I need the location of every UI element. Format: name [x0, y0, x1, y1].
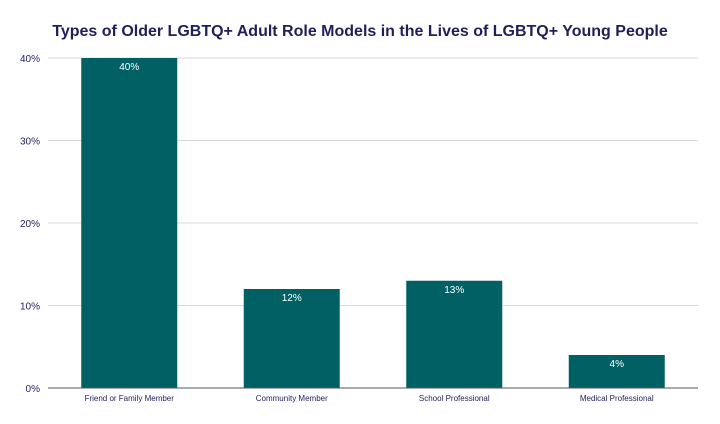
y-tick-label: 0%	[26, 384, 41, 395]
data-label: 12%	[282, 293, 302, 304]
y-tick-label: 40%	[20, 54, 40, 65]
y-tick-label: 20%	[20, 219, 40, 230]
data-label: 4%	[610, 359, 625, 370]
data-labels: 40% 12% 13% 4%	[119, 62, 624, 370]
y-tick-label: 10%	[20, 302, 40, 313]
bar	[406, 280, 503, 388]
bar	[81, 58, 178, 388]
x-tick-label: Friend or Family Member	[85, 394, 175, 403]
x-tick-label: Community Member	[256, 394, 328, 403]
chart-title: Types of Older LGBTQ+ Adult Role Models …	[52, 23, 668, 40]
x-tick-label: Medical Professional	[580, 394, 654, 403]
data-label: 13%	[444, 285, 464, 296]
x-axis-ticks: Friend or Family Member Community Member S…	[85, 394, 654, 403]
bar	[243, 289, 340, 388]
y-axis-ticks: 0% 10% 20% 30% 40%	[20, 54, 40, 395]
bar	[568, 355, 665, 388]
data-label: 40%	[119, 62, 139, 73]
bars	[81, 58, 665, 388]
y-tick-label: 30%	[20, 137, 40, 148]
x-tick-label: School Professional	[419, 394, 490, 403]
